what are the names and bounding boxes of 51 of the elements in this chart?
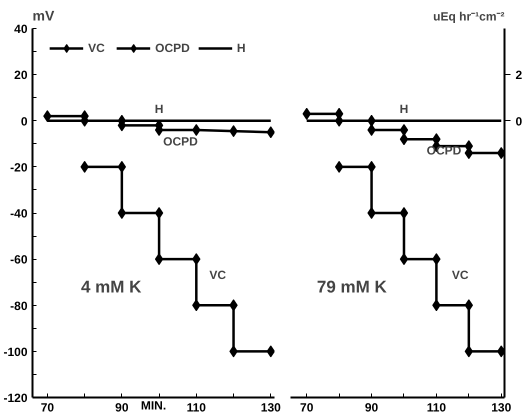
- series-label: H: [400, 102, 408, 116]
- text: VC: [209, 268, 226, 282]
- point: [229, 125, 238, 138]
- point: [400, 124, 408, 136]
- legend-label: VC: [88, 41, 106, 55]
- y-tick-label: -60: [10, 252, 28, 267]
- point: [118, 160, 126, 173]
- y-tick-label: 20: [14, 68, 28, 82]
- point: [367, 124, 376, 136]
- x-axis-title: MIN.: [140, 398, 166, 412]
- y-tick-label: -80: [10, 298, 28, 313]
- y2-tick-label: 2: [516, 68, 522, 82]
- x-tick-label: 130: [491, 400, 512, 414]
- y-tick-label: 40: [14, 22, 28, 36]
- point: [400, 207, 408, 219]
- point: [154, 207, 164, 219]
- text: OCPD: [163, 134, 198, 148]
- y-tick-label: 0: [20, 114, 28, 128]
- x-tick-label: 90: [364, 400, 379, 414]
- y-tick-label: -100: [3, 344, 28, 359]
- x-tick-label: 110: [426, 400, 446, 414]
- x-tick-label: 110: [186, 400, 206, 414]
- text: 79 mM K: [316, 277, 388, 296]
- point: [154, 253, 164, 266]
- point: [432, 299, 441, 312]
- point: [229, 345, 238, 358]
- y-axis-title: mV: [32, 8, 55, 24]
- y-tick-label: -40: [10, 206, 28, 220]
- series-label: VC: [452, 268, 469, 282]
- point: [400, 253, 408, 266]
- y-tick-label: -20: [10, 160, 28, 174]
- x-tick-label: 70: [300, 400, 314, 414]
- point: [367, 207, 376, 219]
- y2-tick-label: 0: [516, 114, 522, 128]
- point: [80, 160, 89, 173]
- point: [334, 160, 344, 173]
- point: [432, 253, 441, 266]
- point: [367, 160, 376, 173]
- point: [43, 110, 52, 122]
- text: 4 mM K: [80, 277, 142, 296]
- y-tick-label: -120: [3, 391, 28, 405]
- x-tick-label: 70: [40, 400, 54, 414]
- x-tick-label: 90: [115, 400, 129, 414]
- point: [118, 207, 126, 219]
- legend-label: H: [236, 41, 246, 55]
- point: [400, 133, 408, 146]
- legend-label: OCPD: [155, 41, 190, 55]
- y2-axis-title: uEq hr⁻¹cm⁻²: [433, 10, 505, 24]
- point: [229, 299, 238, 312]
- x-tick-label: 130: [260, 400, 282, 414]
- text: H: [154, 102, 164, 116]
